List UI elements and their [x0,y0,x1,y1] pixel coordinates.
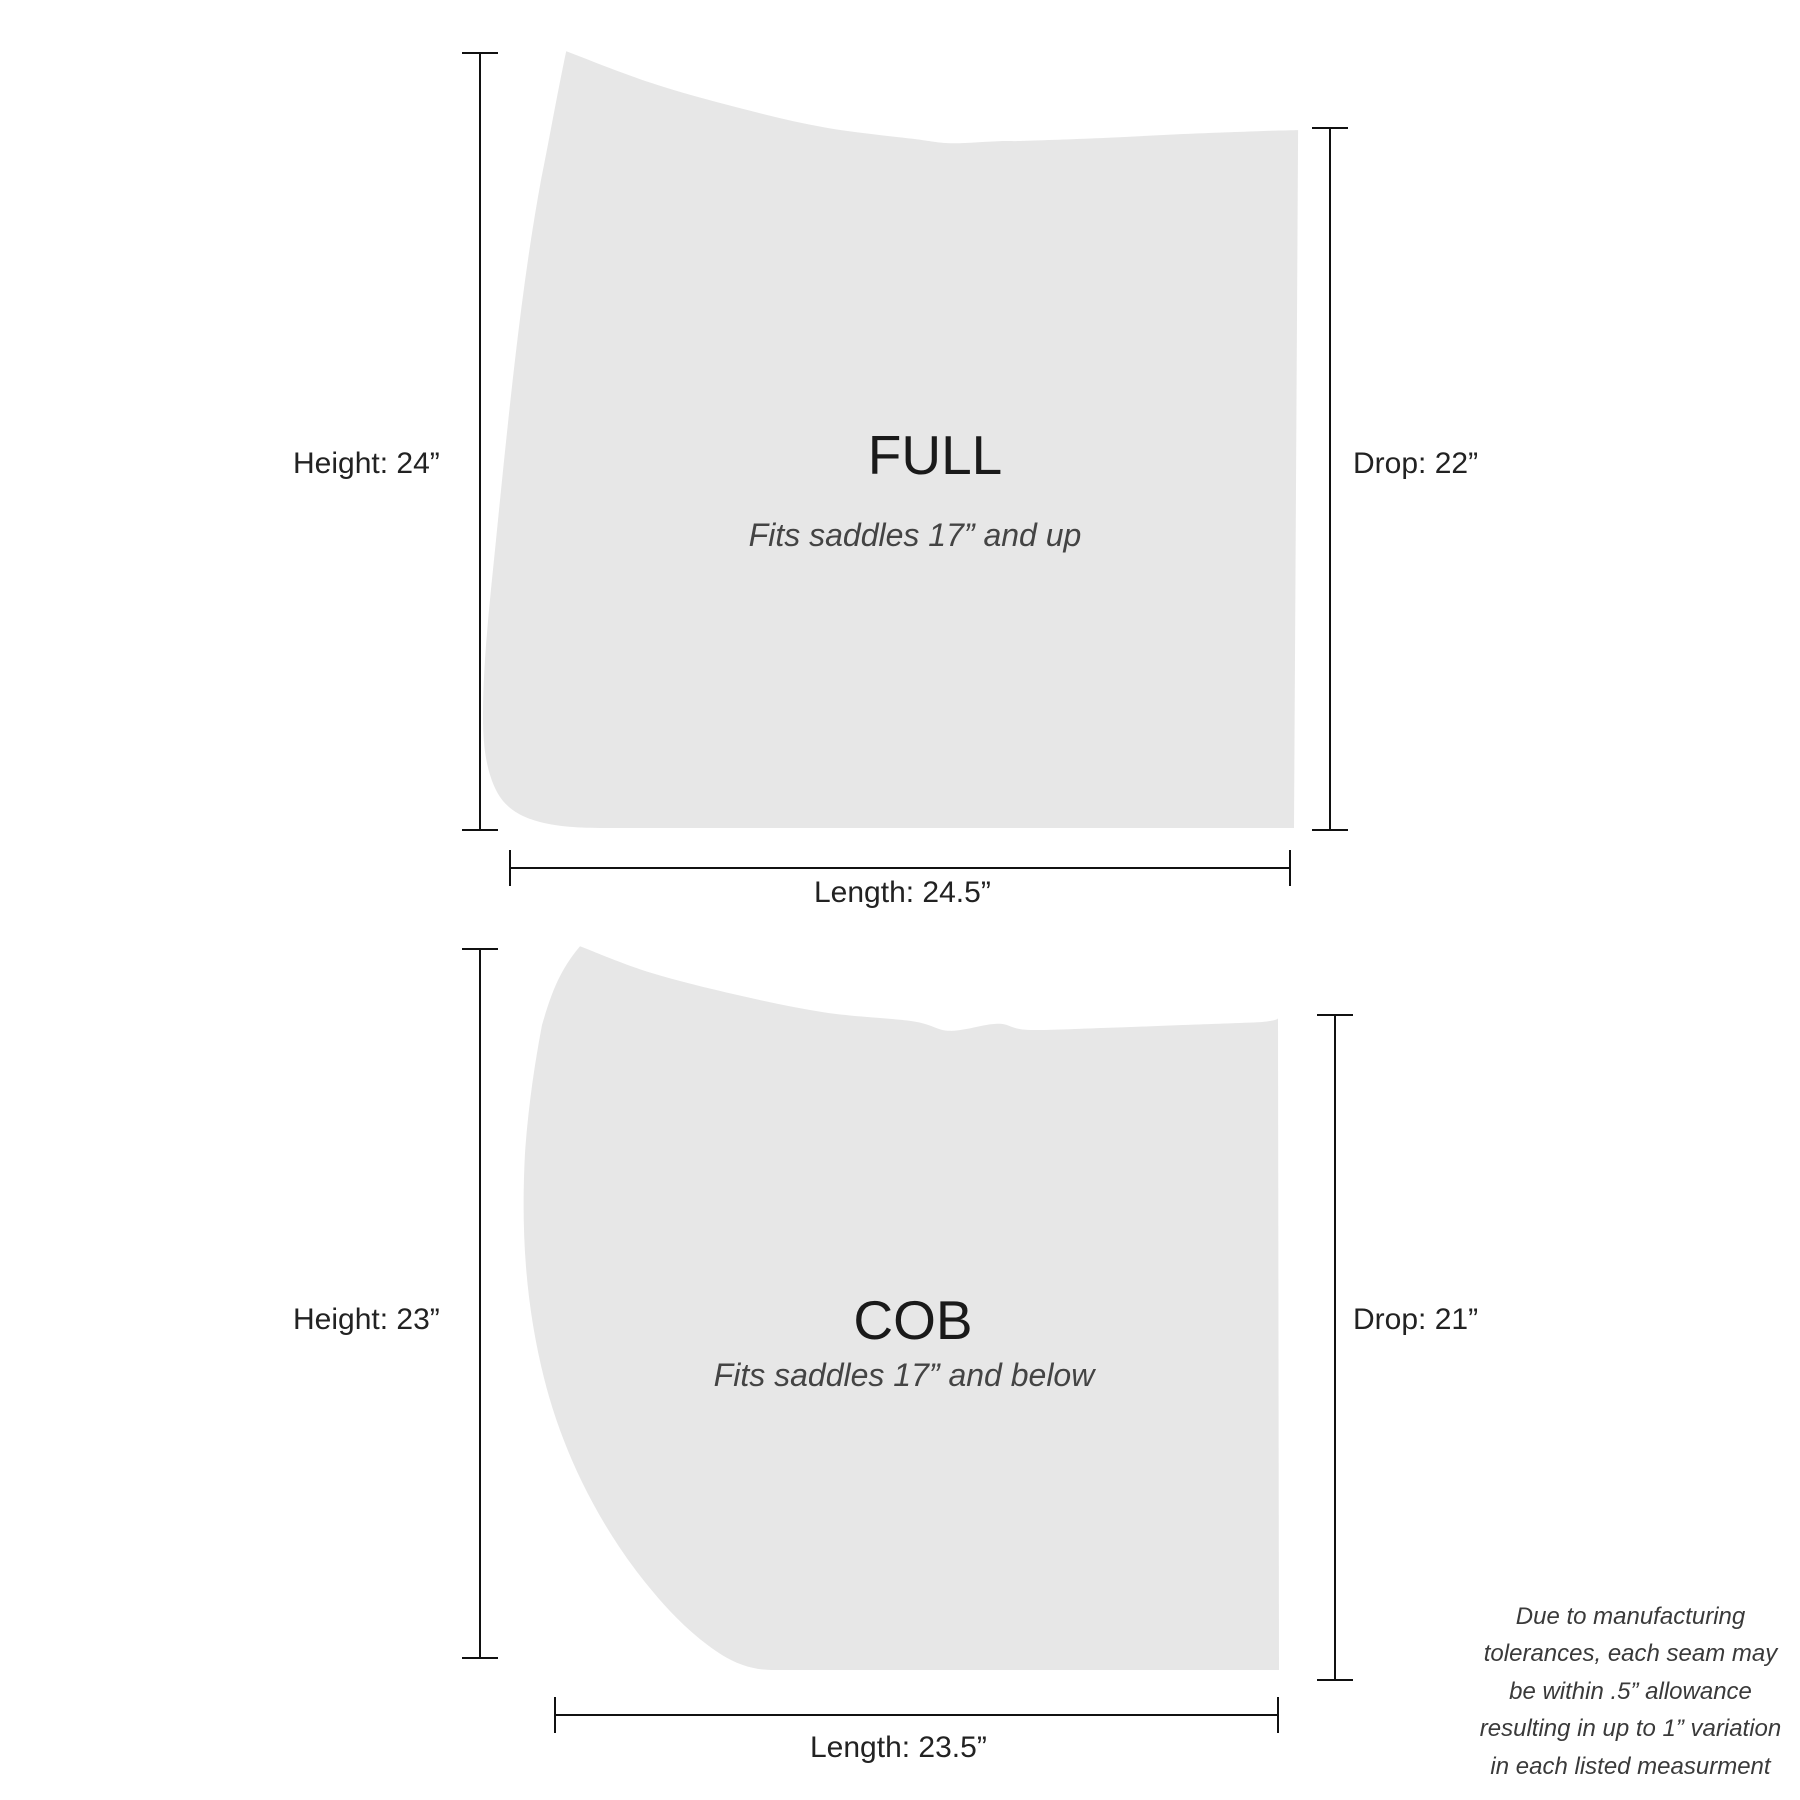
svg-text:FULL: FULL [868,424,1003,486]
svg-text:Fits saddles 17” and below: Fits saddles 17” and below [714,1357,1097,1393]
svg-text:Fits saddles 17” and up: Fits saddles 17” and up [749,517,1082,553]
svg-text:COB: COB [853,1289,972,1351]
